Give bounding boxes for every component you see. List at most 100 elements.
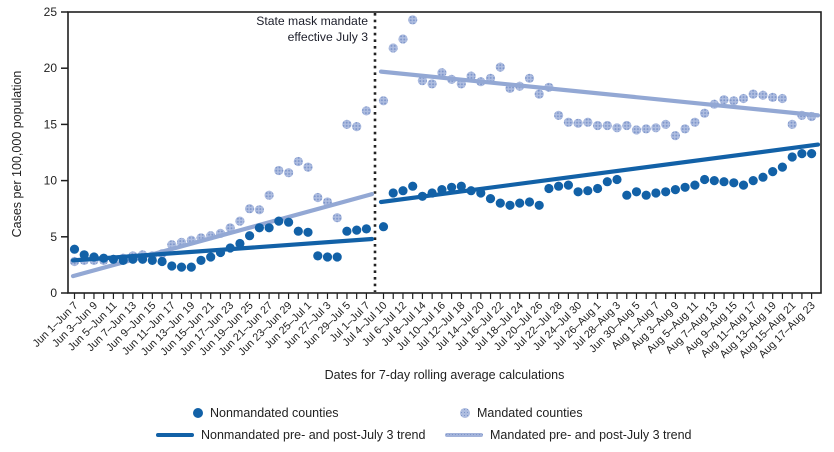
mandated-point	[602, 120, 612, 131]
y-tick-label: 25	[44, 5, 58, 19]
mandated-point	[361, 106, 371, 116]
mandated-point	[593, 120, 603, 131]
nonmandated-point	[651, 188, 661, 198]
nonmandated-point	[563, 180, 574, 190]
nonmandated-point	[554, 181, 564, 191]
mandated-point	[352, 122, 362, 132]
nonmandated-point	[573, 187, 583, 197]
nonmandated-point	[186, 262, 196, 272]
nonmandated-point	[622, 190, 632, 200]
legend-label: Mandated counties	[477, 406, 583, 420]
nonmandated-point	[147, 255, 157, 265]
nonmandated-point	[235, 238, 245, 249]
y-tick-label: 10	[44, 174, 58, 188]
nonmandated-point	[79, 250, 89, 260]
mandated-point	[534, 89, 544, 99]
nonmandated-point	[352, 225, 362, 235]
nonmandated-point	[332, 252, 342, 262]
nonmandated-point	[264, 223, 274, 233]
nonmandated-point	[495, 198, 505, 208]
mandate-annotation-line1: State mask mandate	[256, 14, 368, 28]
nonmandated-point	[758, 172, 768, 182]
nonmandated-point	[167, 261, 177, 271]
mandated-point	[700, 108, 710, 118]
mandate-annotation-line2: effective July 3	[287, 30, 368, 45]
nonmandated-point	[748, 176, 758, 186]
mandated-point	[631, 125, 642, 135]
nonmandated-point	[680, 182, 690, 192]
mandated-point	[388, 43, 398, 53]
mandated-point	[332, 213, 342, 223]
nonmandated-point	[700, 174, 710, 185]
mandated-dot-swatch-icon	[460, 408, 470, 418]
nonmandated-point	[719, 177, 729, 187]
nonmandated-dot-swatch-icon	[193, 408, 203, 418]
nonmandated-point	[524, 197, 535, 207]
mandated-point	[748, 89, 758, 99]
mandated-point	[417, 76, 427, 86]
nonmandated-point	[768, 167, 778, 177]
legend-item-mandated-trend: Mandated pre- and post-July 3 trend	[445, 428, 692, 442]
mandated-point	[284, 168, 294, 178]
mandated-point	[768, 92, 778, 102]
mandated-trend-swatch-icon	[445, 432, 483, 438]
nonmandated-point	[583, 186, 593, 196]
nonmandated-pre-trend-line	[70, 236, 375, 263]
nonmandated-point	[738, 180, 749, 190]
mandated-point	[437, 68, 447, 78]
nonmandated-point	[284, 217, 294, 227]
mandated-point	[777, 93, 788, 104]
mandated-point	[408, 15, 418, 25]
mandated-point	[264, 190, 274, 200]
mandated-point	[274, 165, 284, 176]
mandated-point	[427, 79, 437, 89]
mandated-point	[641, 124, 651, 134]
nonmandated-point	[388, 188, 398, 198]
nonmandated-point	[196, 255, 206, 265]
nonmandated-point	[807, 149, 817, 159]
nonmandated-point	[254, 223, 264, 233]
mandated-point	[554, 110, 564, 120]
nonmandated-point	[534, 200, 544, 210]
y-axis: 0 5 10 15 20 25	[44, 5, 68, 300]
nonmandated-point	[447, 182, 457, 192]
mandated-point	[573, 118, 583, 128]
legend-label: Nonmandated counties	[210, 406, 339, 420]
nonmandated-point	[361, 224, 371, 234]
mandated-point	[612, 123, 622, 133]
nonmandated-point	[670, 185, 681, 195]
nonmandated-point	[505, 200, 515, 210]
x-axis-title: Dates for 7-day rolling average calculat…	[324, 368, 565, 382]
nonmandated-point	[641, 190, 651, 200]
mandated-point	[524, 73, 535, 83]
legend-item-mandated-counties: Mandated counties	[460, 406, 583, 420]
mandated-point	[670, 131, 681, 141]
mandated-point	[225, 223, 235, 233]
mandated-point	[690, 117, 700, 127]
nonmandated-point	[690, 180, 700, 190]
legend-item-nonmandated-counties: Nonmandated counties	[193, 406, 339, 420]
nonmandated-point	[342, 226, 352, 236]
nonmandated-post-trend-line	[378, 142, 821, 205]
nonmandated-point	[602, 177, 612, 187]
legend-label: Nonmandated pre- and post-July 3 trend	[201, 428, 426, 442]
nonmandated-point	[593, 183, 603, 194]
nonmandated-point	[777, 162, 788, 172]
y-tick-label: 20	[44, 61, 58, 75]
mandated-point	[254, 205, 264, 215]
nonmandated-point	[408, 181, 418, 191]
mandated-point	[680, 124, 690, 134]
mandated-point	[378, 96, 389, 106]
mandated-point	[622, 120, 632, 131]
mandated-point	[729, 96, 739, 106]
mandated-point	[563, 117, 574, 127]
nonmandated-point	[485, 194, 496, 204]
nonmandated-point	[322, 252, 333, 262]
nonmandated-point	[709, 176, 719, 186]
nonmandated-point	[631, 187, 642, 197]
mandate-annotation: State mask mandate effective July 3	[256, 13, 368, 46]
y-tick-label: 0	[50, 286, 57, 300]
